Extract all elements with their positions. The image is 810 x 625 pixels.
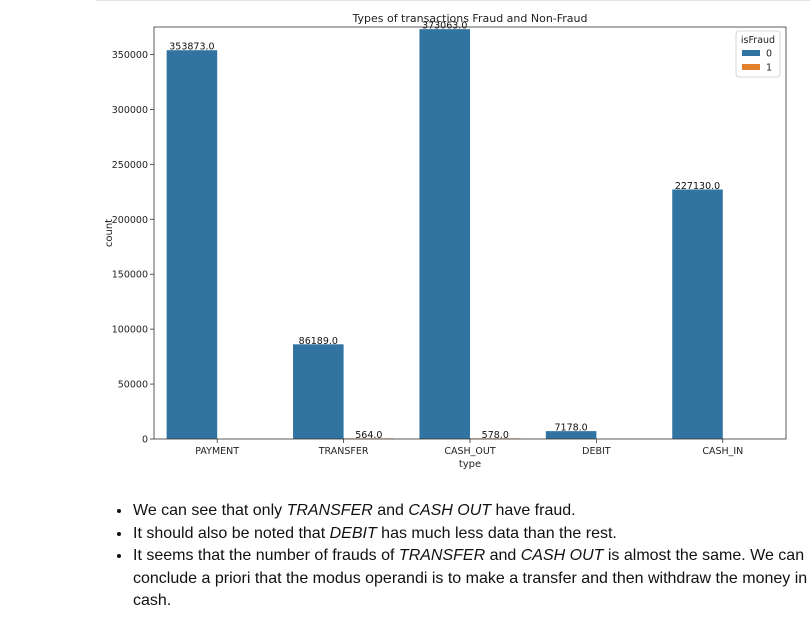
legend-label-1: 1 bbox=[766, 63, 772, 74]
note-emphasis: TRANSFER bbox=[398, 547, 486, 564]
data-label: 353873.0 bbox=[169, 42, 214, 53]
y-tick-label: 50000 bbox=[118, 380, 148, 391]
note-emphasis: DEBIT bbox=[329, 524, 377, 542]
x-tick-label: TRANSFER bbox=[318, 446, 369, 457]
bar-chart: Types of transactions Fraud and Non-Frau… bbox=[96, 6, 810, 474]
note-item: It seems that the number of frauds of TR… bbox=[132, 545, 810, 613]
bar-payment-isfraud-0 bbox=[166, 50, 218, 440]
y-tick-label: 250000 bbox=[112, 160, 148, 171]
legend-swatch-0 bbox=[742, 50, 760, 56]
top-divider bbox=[96, 0, 810, 1]
note-text: and bbox=[485, 547, 521, 564]
y-tick-label: 300000 bbox=[112, 105, 148, 116]
chart-svg: Types of transactions Fraud and Non-Frau… bbox=[104, 12, 787, 470]
note-emphasis: CASH OUT bbox=[408, 502, 492, 519]
note-emphasis: TRANSFER bbox=[286, 502, 373, 519]
legend: isFraud 0 1 bbox=[735, 30, 781, 78]
y-tick-label: 150000 bbox=[112, 270, 148, 281]
x-tick-label: PAYMENT bbox=[195, 446, 239, 457]
note-text: have fraud. bbox=[491, 502, 576, 519]
data-label: 578.0 bbox=[482, 430, 509, 441]
y-tick-label: 350000 bbox=[112, 50, 148, 61]
x-tick-label: CASH_OUT bbox=[444, 446, 495, 457]
bar-cash_out-isfraud-0 bbox=[419, 29, 470, 440]
note-emphasis: CASH OUT bbox=[520, 547, 604, 564]
x-tick-label: DEBIT bbox=[582, 446, 611, 457]
bar-cash_in-isfraud-0 bbox=[672, 189, 723, 439]
data-label: 373063.0 bbox=[422, 21, 467, 32]
chart-title: Types of transactions Fraud and Non-Frau… bbox=[351, 12, 587, 25]
data-label: 86189.0 bbox=[299, 336, 338, 347]
legend-swatch-1 bbox=[742, 64, 760, 70]
x-axis-label: type bbox=[459, 459, 481, 470]
note-item: We can see that only TRANSFER and CASH O… bbox=[132, 500, 810, 523]
note-text: and bbox=[372, 502, 409, 519]
note-text: It should also be noted that bbox=[133, 524, 330, 542]
y-tick-label: 100000 bbox=[112, 325, 148, 336]
bar-debit-isfraud-0 bbox=[545, 431, 597, 439]
legend-label-0: 0 bbox=[766, 49, 772, 60]
note-text: We can see that only bbox=[133, 502, 287, 519]
y-tick-label: 0 bbox=[142, 435, 148, 446]
note-item: It should also be noted that DEBIT has m… bbox=[132, 523, 810, 546]
note-text: is almost the same. We can conclude a pr… bbox=[133, 547, 808, 609]
data-label: 227130.0 bbox=[675, 181, 720, 192]
bar-transfer-isfraud-0 bbox=[293, 344, 344, 439]
data-label: 564.0 bbox=[355, 430, 382, 441]
y-axis-label: count bbox=[104, 219, 115, 247]
note-text: It seems that the number of frauds of bbox=[133, 547, 399, 564]
notes-list: We can see that only TRANSFER and CASH O… bbox=[96, 500, 810, 613]
data-label: 7178.0 bbox=[554, 423, 587, 434]
plot-area: 0 50000 100000 150000 200000 250000 300000 3500… bbox=[112, 21, 787, 457]
legend-title: isFraud bbox=[741, 35, 775, 46]
x-tick-label: CASH_IN bbox=[702, 446, 743, 457]
y-tick-label: 200000 bbox=[112, 215, 148, 226]
axes-frame bbox=[153, 26, 787, 440]
note-text: has much less data than the rest. bbox=[376, 524, 617, 542]
